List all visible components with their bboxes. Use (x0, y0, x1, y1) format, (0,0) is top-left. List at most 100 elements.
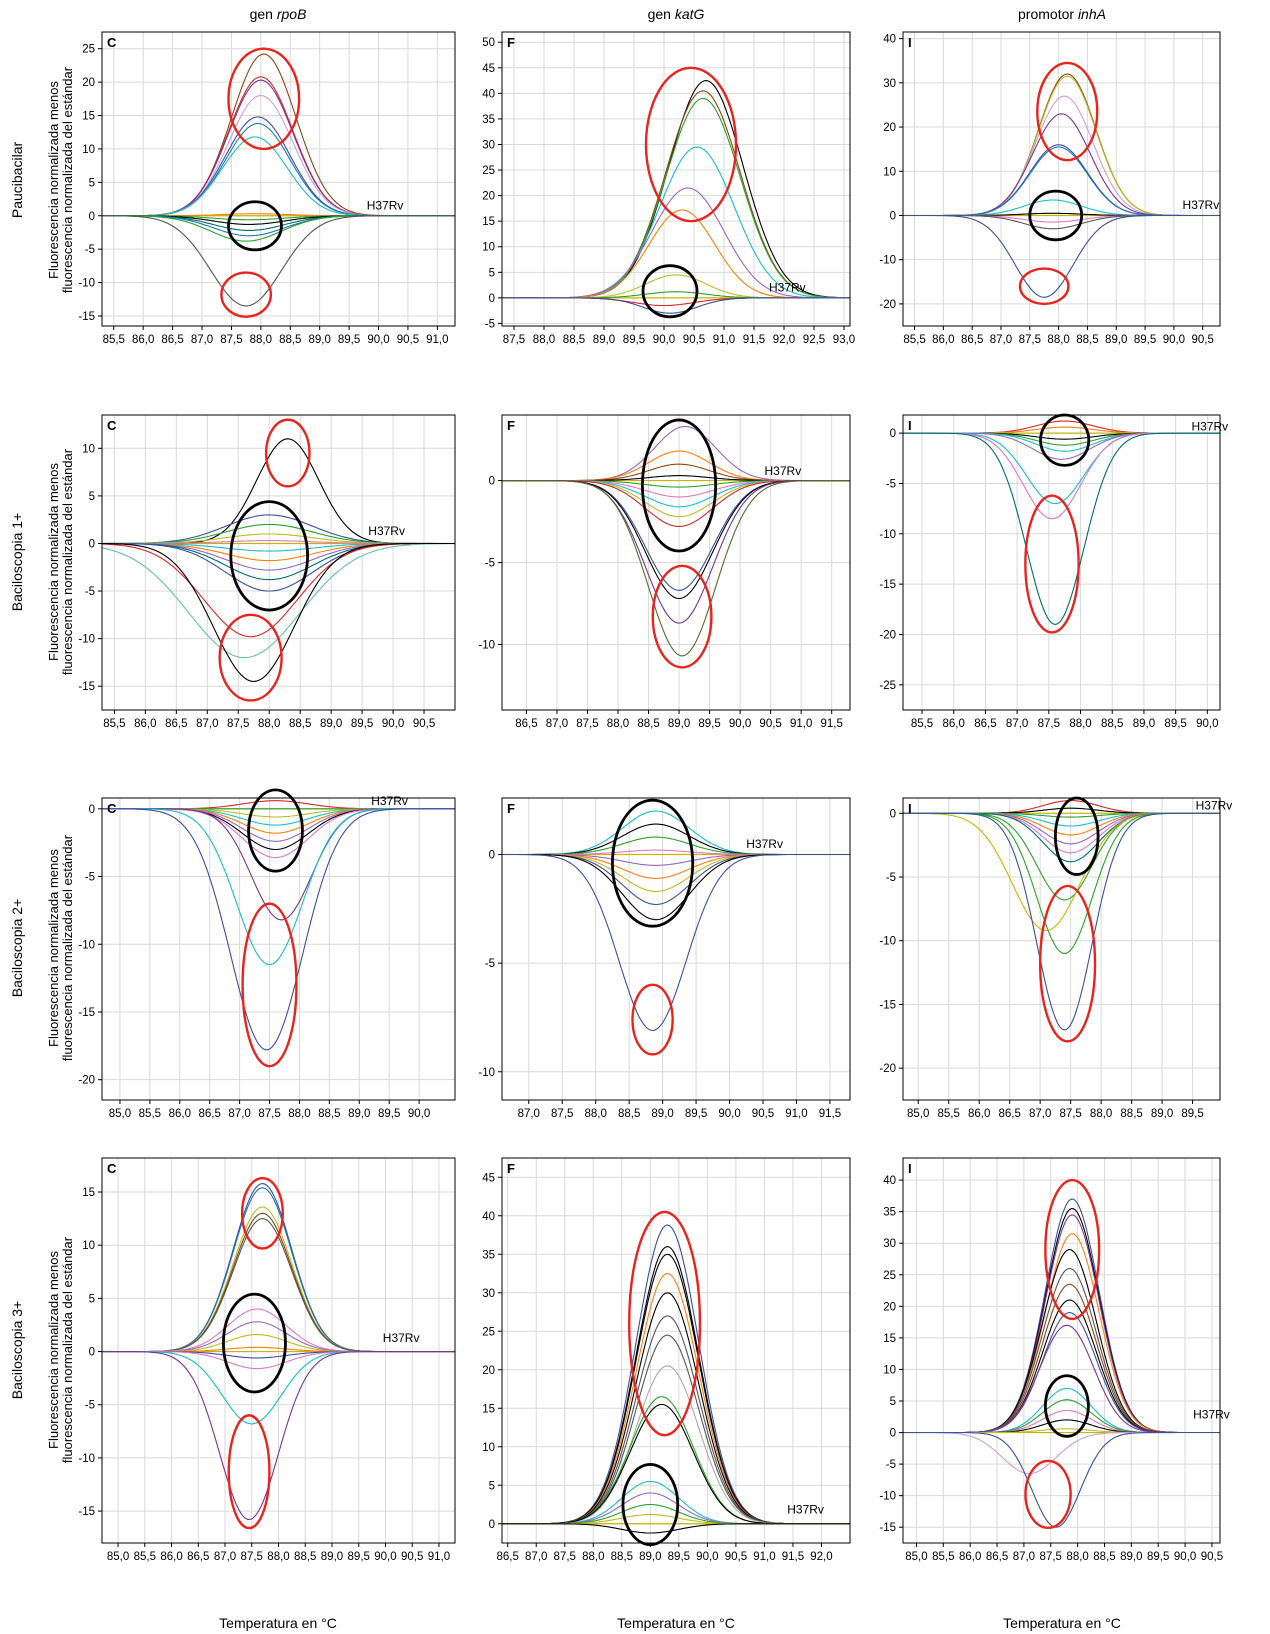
x-tick-label: 90,0 (1174, 1551, 1196, 1563)
y-tick-label: -5 (85, 244, 95, 256)
panel-letter: I (908, 418, 912, 433)
x-tick-label: 87,5 (1019, 334, 1041, 346)
red-circle-annotation (1036, 61, 1099, 162)
x-tick-label: 89,0 (639, 1551, 661, 1563)
y-tick-label: 5 (89, 1293, 95, 1305)
plot-frame (902, 31, 1221, 327)
series-line (502, 480, 850, 657)
x-tick-label: 89,5 (1181, 1108, 1203, 1120)
chart-panel: 85,5 86,0 86,5 87,0 87,5 88,0 88,5 89,0 89,5 90,0… (78, 31, 456, 346)
y-tick-label: 35 (482, 1249, 495, 1261)
x-tick-label: 85,5 (103, 718, 125, 730)
series-line (903, 1419, 1220, 1434)
x-tick-label: 90,0 (1163, 334, 1185, 346)
y-tick-label: 40 (883, 34, 896, 46)
series-group (102, 800, 455, 1051)
chart-panel: 85,0 85,5 86,0 86,5 87,0 87,5 88,0 88,5 89,0 89,5… (78, 1157, 456, 1563)
column-title-gene: katG (675, 6, 705, 22)
x-tick-label: 89,5 (351, 718, 373, 730)
x-tick-label: 87,5 (554, 1551, 576, 1563)
column-title: gen rpoB (250, 6, 307, 22)
x-tick-label: 86,5 (497, 1551, 519, 1563)
reference-label: H37Rv (1196, 798, 1233, 812)
y-tick-label: -15 (78, 311, 95, 323)
series-line (102, 808, 455, 834)
row-labels: Paucibacilar Fluorescencia normalizada me… (9, 66, 1121, 1631)
reference-label: H37Rv (769, 281, 806, 295)
x-tick-label: 90,5 (759, 718, 781, 730)
x-tick-label: 86,0 (160, 1551, 182, 1563)
y-tick-label: 5 (890, 1396, 896, 1408)
x-tick-label: 89,5 (1134, 334, 1156, 346)
x-tick-label: 86,5 (198, 1108, 220, 1120)
x-tick-label: 88,5 (279, 334, 301, 346)
x-tick-label: 87,0 (1029, 1108, 1051, 1120)
x-tick-label: 88,5 (563, 334, 585, 346)
x-tick-label: 92,0 (810, 1551, 832, 1563)
y-tick-label: 5 (89, 491, 95, 503)
x-tick-label: 90,0 (367, 334, 389, 346)
series-line (903, 812, 1220, 863)
x-tick-label: 88,5 (1076, 334, 1098, 346)
plot-frame (101, 414, 456, 711)
series-line (102, 808, 455, 851)
x-axis-label: Temperatura en °C (617, 1615, 735, 1631)
x-tick-label: 90,5 (1192, 334, 1214, 346)
series-line (102, 542, 455, 682)
y-tick-label: 5 (489, 1480, 495, 1492)
series-line (502, 297, 850, 307)
x-tick-label: 90,5 (1201, 1551, 1223, 1563)
series-line (903, 432, 1220, 440)
x-tick-label: 87,0 (990, 334, 1012, 346)
y-tick-label: 0 (489, 1519, 495, 1531)
y-tick-label: 10 (883, 166, 896, 178)
series-line (903, 812, 1220, 845)
red-circle-annotation (1044, 1178, 1101, 1321)
series-line (502, 480, 850, 498)
y-tick-label: 0 (489, 293, 495, 305)
y-tick-label: -5 (485, 958, 495, 970)
y-tick-label: -5 (85, 872, 95, 884)
series-line (903, 812, 1220, 1031)
x-tick-label: 91,5 (782, 1551, 804, 1563)
series-line (903, 426, 1220, 434)
x-tick-label: 89,0 (348, 1108, 370, 1120)
y-tick-label: 10 (482, 1442, 495, 1454)
series-line (903, 812, 1220, 854)
y-tick-label: 35 (482, 114, 495, 126)
x-tick-label: 88,0 (267, 1551, 289, 1563)
series-line (502, 480, 850, 518)
series-group (903, 800, 1220, 1031)
y-tick-label: -20 (879, 1063, 896, 1075)
series-line (102, 215, 455, 307)
red-circle-annotation (218, 613, 283, 702)
y-tick-label: -10 (478, 639, 495, 651)
x-tick-label: 90,5 (401, 1551, 423, 1563)
y-tick-label: 0 (489, 849, 495, 861)
y-tick-label: -15 (879, 1522, 896, 1534)
x-tick-label: 89,5 (668, 1551, 690, 1563)
y-tick-label: -5 (886, 872, 896, 884)
series-line (903, 144, 1220, 217)
y-axis-label-line: Fluorescencia normalizada menos (46, 463, 61, 661)
red-circle-annotation (227, 47, 301, 151)
x-tick-label: 89,5 (685, 1108, 707, 1120)
series-line (903, 1198, 1220, 1434)
series-line (903, 432, 1220, 625)
chart-panels: 85,5 86,0 86,5 87,0 87,5 88,0 88,5 89,0 89,5 90,0… (78, 31, 1233, 1563)
y-tick-label: 30 (482, 139, 495, 151)
reference-label: H37Rv (1191, 420, 1228, 434)
chart-panel: 85,0 85,5 86,0 86,5 87,0 87,5 88,0 88,5 89,0 89,5… (78, 788, 456, 1120)
x-tick-label: 90,5 (397, 334, 419, 346)
x-tick-label: 87,0 (196, 718, 218, 730)
y-tick-label: -20 (879, 299, 896, 311)
series-line (102, 1351, 455, 1521)
y-tick-label: 20 (82, 77, 95, 89)
y-tick-label: 30 (482, 1288, 495, 1300)
series-group (502, 810, 850, 1032)
series-line (903, 1399, 1220, 1434)
x-tick-label: 86,0 (959, 1551, 981, 1563)
y-axis-label-line: fluorescencia normalizada del estándar (60, 1236, 75, 1463)
red-circle-annotation (651, 564, 713, 669)
x-tick-label: 87,0 (525, 1551, 547, 1563)
